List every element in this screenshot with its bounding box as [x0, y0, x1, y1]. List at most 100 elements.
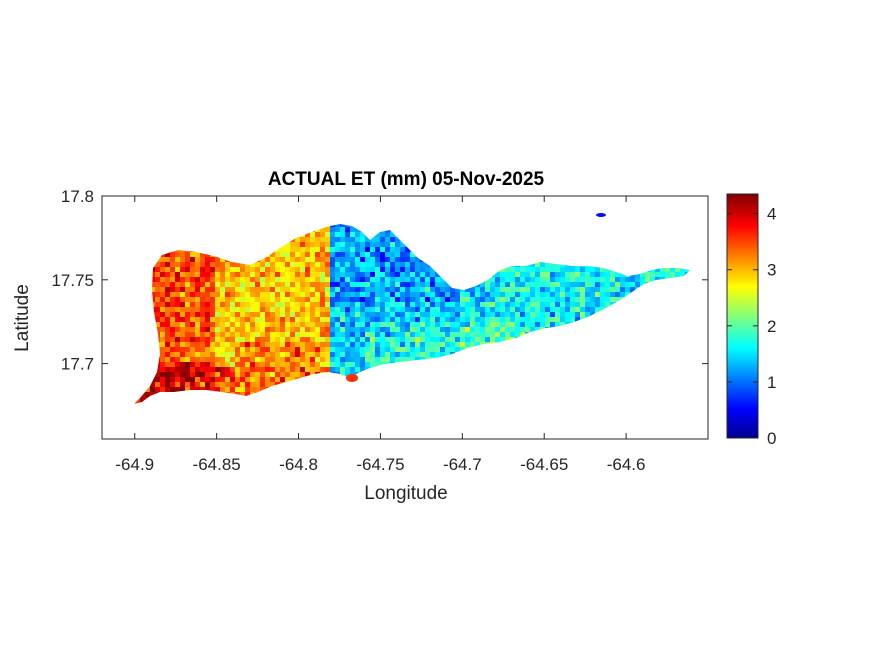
heatmap-cell [520, 312, 525, 317]
heatmap-cell [265, 277, 270, 282]
heatmap-cell [415, 307, 420, 312]
heatmap-cell [270, 307, 275, 312]
heatmap-cell [260, 377, 265, 382]
heatmap-cell [230, 347, 235, 352]
heatmap-cell [175, 357, 180, 362]
heatmap-cell [250, 372, 255, 377]
heatmap-cell [630, 282, 635, 287]
heatmap-cell [240, 337, 245, 342]
heatmap-cell [445, 282, 450, 287]
heatmap-cell [395, 327, 400, 332]
heatmap-cell [180, 292, 185, 297]
heatmap-cell [265, 347, 270, 352]
heatmap-cell [205, 342, 210, 347]
heatmap-cell [445, 352, 450, 357]
heatmap-cell [315, 297, 320, 302]
heatmap-cell [165, 297, 170, 302]
heatmap-cell [195, 252, 200, 257]
heatmap-cell [255, 267, 260, 272]
heatmap-cell [515, 327, 520, 332]
heatmap-cell [195, 262, 200, 267]
heatmap-cell [375, 347, 380, 352]
heatmap-cell [270, 332, 275, 337]
heatmap-cell [230, 342, 235, 347]
heatmap-cell [460, 327, 465, 332]
heatmap-cell [255, 302, 260, 307]
heatmap-cell [575, 282, 580, 287]
heatmap-cell [400, 322, 405, 327]
heatmap-cell [345, 272, 350, 277]
x-tick-label: -64.85 [193, 455, 241, 474]
heatmap-cell [540, 267, 545, 272]
heatmap-cell [455, 337, 460, 342]
heatmap-cell [235, 377, 240, 382]
heatmap-cell [290, 272, 295, 277]
heatmap-cell [200, 357, 205, 362]
heatmap-cell [410, 307, 415, 312]
heatmap-cell [575, 317, 580, 322]
heatmap-cell [270, 382, 275, 387]
heatmap-cell [390, 317, 395, 322]
heatmap-cell [295, 332, 300, 337]
heatmap-cell [610, 292, 615, 297]
heatmap-cell [505, 337, 510, 342]
heatmap-cell [315, 232, 320, 237]
heatmap-cell [490, 332, 495, 337]
heatmap-cell [475, 332, 480, 337]
heatmap-cell [300, 357, 305, 362]
heatmap-cell [210, 382, 215, 387]
heatmap-cell [260, 362, 265, 367]
heatmap-cell [480, 282, 485, 287]
heatmap-cell [190, 357, 195, 362]
heatmap-cell [520, 307, 525, 312]
heatmap-cell [280, 277, 285, 282]
heatmap-cell [615, 282, 620, 287]
heatmap-cell [355, 257, 360, 262]
heatmap-cell [495, 327, 500, 332]
heatmap-cell [405, 347, 410, 352]
x-tick-label: -64.75 [356, 455, 404, 474]
heatmap-cell [345, 237, 350, 242]
x-axis-ticks: -64.9 -64.85 -64.8 -64.75 -64.7 -64.65 -64.6 [115, 196, 645, 474]
heatmap-cell [450, 302, 455, 307]
heatmap-cell [330, 287, 335, 292]
heatmap-cell [195, 382, 200, 387]
heatmap-cell [280, 252, 285, 257]
heatmap-cell [465, 292, 470, 297]
heatmap-cell [465, 342, 470, 347]
heatmap-cell [240, 367, 245, 372]
heatmap-cell [320, 277, 325, 282]
heatmap-cell [355, 312, 360, 317]
heatmap-cell [160, 377, 165, 382]
heatmap-cell [380, 272, 385, 277]
heatmap-cell [465, 287, 470, 292]
heatmap-cell [230, 282, 235, 287]
heatmap-cell [495, 332, 500, 337]
heatmap-cell [365, 267, 370, 272]
heatmap-cell [245, 287, 250, 292]
heatmap-cell [220, 302, 225, 307]
heatmap-cell [265, 377, 270, 382]
heatmap-cell [260, 277, 265, 282]
heatmap-cell [675, 267, 680, 272]
heatmap-cell [385, 302, 390, 307]
heatmap-cell [425, 322, 430, 327]
heatmap-cell [455, 287, 460, 292]
heatmap-cell [560, 282, 565, 287]
heatmap-cell [400, 337, 405, 342]
heatmap-cell [265, 272, 270, 277]
heatmap-cell [345, 317, 350, 322]
heatmap-cell [295, 242, 300, 247]
heatmap-cell [245, 307, 250, 312]
heatmap-cell [450, 337, 455, 342]
heatmap-cell [230, 332, 235, 337]
heatmap-cell [460, 322, 465, 327]
heatmap-cell [250, 322, 255, 327]
heatmap-cell [475, 312, 480, 317]
heatmap-cell [160, 307, 165, 312]
heatmap-cell [315, 242, 320, 247]
heatmap-cell [505, 297, 510, 302]
heatmap-cell [175, 332, 180, 337]
heatmap-cell [235, 287, 240, 292]
heatmap-cell [325, 332, 330, 337]
